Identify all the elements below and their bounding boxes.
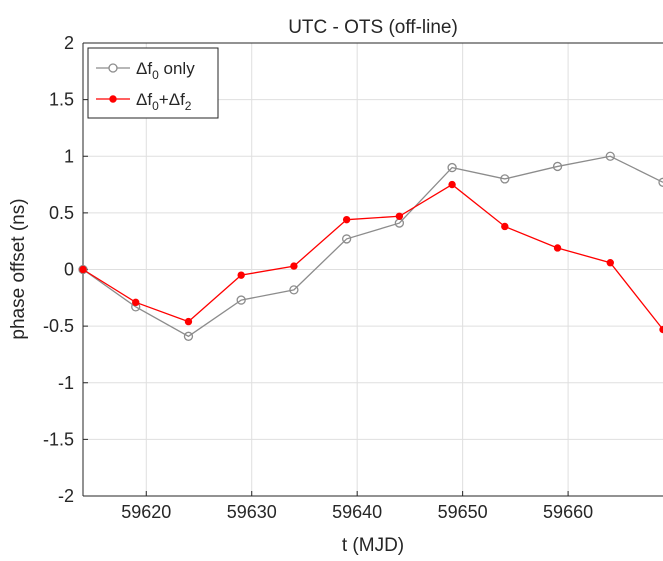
series-0-point-2 <box>183 331 194 341</box>
y-tick-label-4: 0 <box>64 260 74 280</box>
series-0 <box>78 151 663 341</box>
x-tick-label-1: 59630 <box>227 502 277 522</box>
series-1-point-2 <box>184 317 193 326</box>
series-0-point-8 <box>500 174 510 184</box>
legend-marker-0 <box>108 63 118 73</box>
series-1-point-1 <box>132 298 140 307</box>
series-0-point-9 <box>552 161 563 172</box>
series-0-point-10 <box>605 151 615 161</box>
legend-item-0: Δf0 only <box>96 59 195 82</box>
series-1-point-7 <box>448 180 456 189</box>
legend-item-1: Δf0+Δf2 <box>96 90 192 113</box>
legend-box <box>87 47 219 119</box>
x-tick-label-4: 59660 <box>543 502 593 522</box>
y-tick-label-8: 2 <box>64 33 74 53</box>
series-1-point-4 <box>290 262 298 270</box>
y-tick-label-3: -0.5 <box>43 316 74 336</box>
y-tick-label-1: -1.5 <box>43 429 74 449</box>
series-layer <box>78 151 663 341</box>
series-1-point-3 <box>237 271 245 279</box>
series-0-point-4 <box>289 285 299 295</box>
y-tick-label-7: 1.5 <box>49 90 74 110</box>
series-1-point-8 <box>501 222 509 231</box>
legend[interactable]: Δf0 only Δf0+Δf2 <box>87 47 219 119</box>
y-tick-label-2: -1 <box>58 373 74 393</box>
series-1 <box>79 180 663 334</box>
legend-label-0: Δf0 only <box>136 59 195 82</box>
series-0-point-3 <box>236 295 246 305</box>
series-0-point-11 <box>658 177 663 187</box>
y-tick-label-6: 1 <box>64 146 74 166</box>
series-0-point-7 <box>447 162 457 173</box>
series-line-0 <box>82 155 663 338</box>
y-tick-label-0: -2 <box>58 486 74 506</box>
x-axis-label: t (MJD) <box>342 535 404 556</box>
chart-title: UTC - OTS (off-line) <box>288 17 458 38</box>
x-tick-label-2: 59640 <box>332 502 382 522</box>
y-axis-label: phase offset (ns) <box>8 198 29 339</box>
tick-labels: 59620 59630 59640 59650 59660 -2 -1.5 -1 -0.5 0 0.… <box>43 33 593 522</box>
x-tick-label-3: 59650 <box>438 502 488 522</box>
series-0-point-5 <box>341 234 352 244</box>
series-1-point-6 <box>395 212 404 220</box>
series-0-point-0 <box>78 264 88 275</box>
legend-label-1: Δf0+Δf2 <box>136 90 192 113</box>
x-tick-label-0: 59620 <box>121 502 171 522</box>
series-1-point-0 <box>79 265 87 274</box>
series-1-point-9 <box>553 244 562 252</box>
series-1-point-5 <box>342 215 351 224</box>
legend-marker-1 <box>109 95 117 103</box>
series-line-1 <box>82 183 663 330</box>
y-tick-label-5: 0.5 <box>49 203 74 223</box>
series-1-point-10 <box>606 259 614 267</box>
